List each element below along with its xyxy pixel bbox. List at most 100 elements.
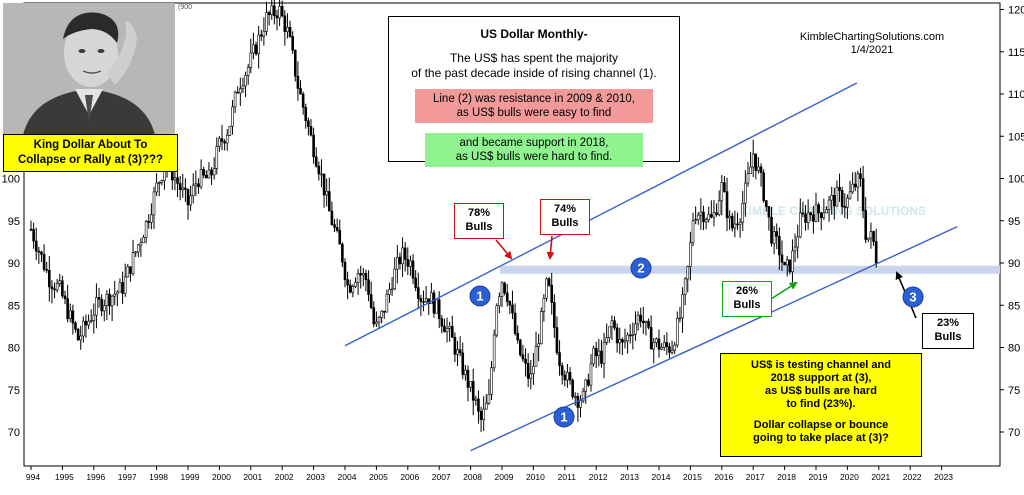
candle-body	[783, 261, 786, 266]
x-tick-label: 2018	[777, 472, 796, 482]
bulls-78-label: Bulls	[465, 221, 493, 233]
candle-body	[809, 212, 813, 216]
candle-body	[317, 165, 321, 175]
candle-body	[778, 236, 781, 256]
circle-label-1-upper-text: 1	[476, 289, 483, 304]
candle-body	[100, 298, 103, 312]
candle-body	[859, 173, 862, 179]
x-tick-labels: 994 1995 1996 1997 1998 1999 2000 2001 2002 2003 2…	[26, 466, 953, 482]
candle-body	[830, 194, 834, 201]
source-date: 1/4/2021	[850, 44, 894, 56]
circle-label-1-lower-text: 1	[560, 410, 567, 425]
candle-body	[157, 182, 161, 184]
candle-body	[524, 358, 527, 364]
candle-body	[231, 106, 234, 127]
candle-body	[628, 334, 632, 337]
left-tick-label: 85	[8, 300, 20, 312]
candle-body	[296, 75, 300, 89]
bulls-74-pct: 74%	[553, 203, 577, 215]
circle-label-2	[630, 257, 652, 279]
candle-body	[710, 214, 713, 218]
candle-body	[681, 294, 684, 319]
candle-body	[539, 311, 543, 345]
candle-body	[851, 183, 854, 193]
candle-body	[409, 260, 412, 267]
bulls-26-label: Bulls	[733, 299, 761, 311]
chart-title: US Dollar Monthly-	[480, 27, 588, 41]
candle-body	[644, 320, 648, 324]
candle-body	[754, 153, 758, 171]
candle-body	[335, 227, 339, 231]
candle-body	[257, 34, 260, 55]
candle-body	[464, 369, 467, 375]
candle-body	[553, 302, 556, 328]
candle-body	[521, 354, 525, 360]
bulls-26-box: 26% Bulls	[722, 281, 772, 317]
x-tick-label: 1996	[86, 472, 105, 482]
candle-body	[495, 305, 499, 336]
candle-body	[252, 44, 255, 54]
circle-label-3	[902, 286, 924, 308]
candle-body	[812, 214, 815, 222]
candle-body	[600, 350, 603, 364]
candle-body	[819, 212, 823, 219]
candle-body	[676, 317, 679, 346]
candle-body	[872, 231, 875, 242]
candle-body	[176, 177, 179, 184]
testing-channel-note: US$ is testing channel and 2018 support …	[720, 353, 922, 457]
candle-body	[63, 295, 67, 300]
candle-body	[838, 187, 841, 191]
circle-label-2-text: 2	[637, 261, 644, 276]
channel-lower-line	[470, 226, 958, 452]
y-tick-label: 110	[1008, 89, 1024, 101]
candle-body	[767, 206, 771, 218]
candle-body	[270, 5, 274, 15]
candle-body	[785, 259, 789, 266]
candle-body	[597, 350, 601, 357]
candle-body	[267, 12, 271, 15]
y-tick-label: 70	[1008, 427, 1020, 439]
candle-body	[79, 335, 83, 341]
candle-body	[744, 182, 747, 204]
candle-body	[589, 363, 593, 386]
candle-body	[299, 88, 302, 95]
pink-line-2: as US$ bulls were easy to find	[456, 107, 612, 119]
watermark: KIMBLE CHARTING SOLUTIONS	[740, 204, 926, 218]
candle-body	[194, 183, 198, 186]
arrow-74-bulls	[546, 235, 555, 260]
candle-body	[665, 342, 669, 347]
candle-body	[113, 293, 117, 297]
candle-body	[733, 223, 737, 229]
candle-body	[519, 339, 522, 356]
candle-body	[173, 177, 177, 181]
candle-body	[225, 134, 229, 144]
candle-body	[207, 169, 211, 179]
candle-body	[66, 298, 69, 319]
man-photo-image	[3, 3, 175, 135]
x-tick-label: 2015	[683, 472, 702, 482]
candle-body	[618, 339, 622, 344]
candle-body	[367, 279, 370, 295]
candle-body	[278, 6, 281, 19]
candle-body	[223, 141, 226, 144]
x-tick-label: 2010	[526, 472, 545, 482]
candle-body	[445, 328, 449, 333]
candle-body	[356, 273, 360, 283]
note-line-5: Dollar collapse or bounce	[753, 419, 889, 431]
bulls-74-label: Bulls	[551, 217, 579, 229]
x-tick-label: 1999	[181, 472, 200, 482]
candle-body	[121, 282, 124, 294]
candle-body	[547, 278, 551, 286]
candle-body	[150, 214, 153, 223]
candle-body	[869, 231, 873, 239]
candle-body	[443, 325, 446, 333]
candle-body	[529, 373, 533, 379]
candle-body	[573, 396, 577, 398]
arrow-26-bulls	[770, 281, 798, 300]
candle-body	[178, 183, 182, 190]
candle-body	[749, 166, 752, 175]
left-tick-label: 100	[2, 174, 20, 186]
candle-body	[639, 314, 642, 322]
candle-body	[788, 259, 792, 273]
candle-body	[461, 352, 465, 375]
